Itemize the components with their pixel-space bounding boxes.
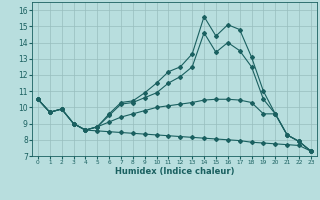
X-axis label: Humidex (Indice chaleur): Humidex (Indice chaleur)	[115, 167, 234, 176]
